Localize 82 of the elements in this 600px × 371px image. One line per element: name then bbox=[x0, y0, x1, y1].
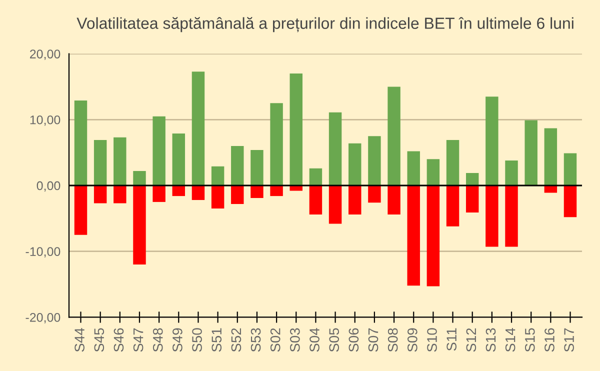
bar bbox=[407, 151, 420, 186]
bar bbox=[211, 186, 224, 209]
bar bbox=[231, 146, 244, 186]
x-tick-label: S15 bbox=[524, 328, 535, 352]
bar bbox=[446, 186, 460, 226]
chart-title: Volatilitatea săptămânală a prețurilor din indicele BET în ultimele 6 luni bbox=[76, 17, 574, 32]
x-tick-label: S03 bbox=[290, 328, 300, 352]
bar bbox=[466, 172, 479, 186]
x-tick-label: S16 bbox=[544, 328, 554, 352]
bar bbox=[270, 103, 283, 186]
x-tick-label: S11 bbox=[446, 328, 456, 351]
bar bbox=[192, 72, 205, 186]
y-tick-label: 0,00 bbox=[36, 181, 60, 192]
x-tick-label: S51 bbox=[212, 328, 222, 352]
bar bbox=[544, 128, 558, 186]
bar bbox=[368, 136, 381, 186]
y-tick-label: -10,00 bbox=[26, 247, 60, 258]
x-tick-label: S12 bbox=[466, 328, 476, 352]
bar bbox=[231, 186, 244, 204]
x-tick-label: S44 bbox=[74, 328, 84, 352]
bar bbox=[94, 186, 107, 204]
bar bbox=[290, 186, 302, 191]
bar bbox=[368, 186, 381, 203]
bar bbox=[486, 96, 498, 186]
x-tick-label: S53 bbox=[250, 328, 261, 352]
bar bbox=[211, 166, 224, 186]
bar bbox=[114, 186, 126, 204]
bar bbox=[505, 186, 518, 247]
x-tick-label: S04 bbox=[310, 328, 320, 352]
bar bbox=[270, 186, 283, 196]
bar bbox=[328, 186, 342, 224]
x-tick-label: S50 bbox=[192, 328, 202, 352]
x-tick-label: S02 bbox=[270, 328, 280, 352]
bar bbox=[133, 171, 146, 186]
bar bbox=[250, 186, 264, 198]
bar bbox=[388, 186, 400, 214]
x-tick-label: S17 bbox=[564, 328, 574, 352]
bar bbox=[309, 168, 322, 186]
bar bbox=[74, 100, 88, 186]
x-tick-label: S48 bbox=[152, 328, 163, 352]
bar bbox=[114, 137, 126, 186]
bar bbox=[172, 186, 186, 196]
bar bbox=[152, 186, 166, 202]
x-tick-label: S52 bbox=[231, 328, 242, 352]
x-tick-label: S06 bbox=[348, 328, 359, 352]
x-tick-label: S09 bbox=[408, 328, 418, 352]
bar bbox=[407, 186, 420, 286]
bar bbox=[486, 186, 498, 247]
bar bbox=[564, 153, 577, 186]
bar bbox=[348, 143, 362, 186]
bar bbox=[172, 133, 186, 186]
bar bbox=[505, 160, 518, 186]
bar bbox=[309, 186, 322, 214]
bar bbox=[446, 140, 460, 186]
bar bbox=[152, 116, 166, 186]
x-tick-label: S13 bbox=[486, 328, 496, 352]
bar bbox=[426, 159, 440, 186]
bar bbox=[94, 140, 107, 186]
bar bbox=[388, 86, 400, 186]
bar bbox=[74, 186, 88, 235]
bar bbox=[290, 74, 302, 186]
bar bbox=[133, 186, 146, 265]
x-tick-label: S08 bbox=[388, 328, 398, 352]
bar bbox=[328, 112, 342, 186]
bar bbox=[348, 186, 362, 214]
x-tick-label: S49 bbox=[172, 328, 182, 352]
bar bbox=[466, 186, 479, 212]
x-tick-label: S47 bbox=[133, 328, 144, 352]
bar bbox=[250, 150, 264, 186]
x-tick-label: S07 bbox=[368, 328, 378, 352]
x-tick-label: S14 bbox=[505, 328, 516, 352]
bar bbox=[192, 186, 205, 200]
y-tick-label: 10,00 bbox=[30, 115, 60, 126]
bar bbox=[524, 120, 538, 186]
x-tick-label: S10 bbox=[427, 328, 437, 352]
x-tick-label: S45 bbox=[94, 328, 104, 352]
bar bbox=[564, 186, 577, 218]
x-tick-label: S46 bbox=[114, 328, 124, 352]
bar bbox=[426, 186, 440, 286]
x-tick-label: S05 bbox=[329, 328, 340, 352]
y-tick-label: -20,00 bbox=[26, 313, 60, 324]
y-tick-label: 20,00 bbox=[30, 50, 60, 60]
